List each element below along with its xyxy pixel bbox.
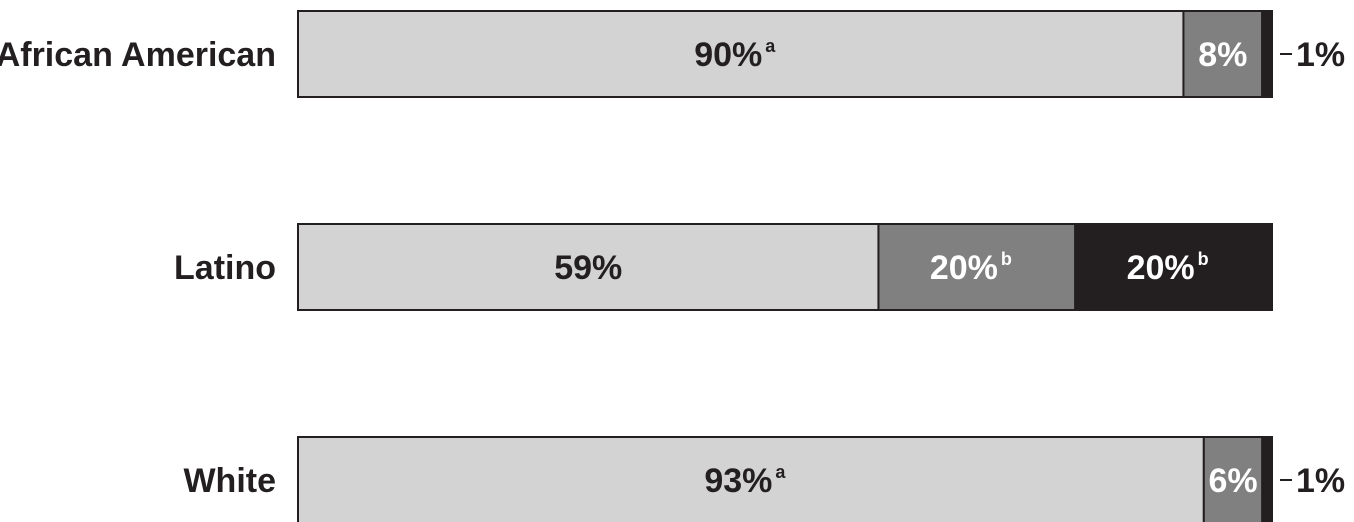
data-label-value: 8% — [1198, 36, 1247, 74]
data-label-superscript: a — [775, 462, 786, 482]
data-label-value: 20% — [1127, 249, 1195, 287]
bar-row: Latino 59% 20% b 20% b — [174, 223, 1273, 311]
bar-segment — [1261, 10, 1274, 98]
data-label-value: 93% — [704, 462, 772, 500]
bar-frame — [297, 436, 1273, 522]
data-label: 90% a — [694, 36, 776, 74]
bar-row: White 93% a 6% 1% — [183, 436, 1345, 522]
bar-segment — [297, 10, 1185, 98]
data-label-value: 1% — [1296, 462, 1345, 500]
bar-segment — [1202, 436, 1264, 522]
category-label: African American — [0, 36, 276, 74]
data-label: 1% — [1296, 462, 1345, 500]
data-label: 6% — [1208, 462, 1257, 500]
data-label: 93% a — [704, 462, 786, 500]
data-label: 8% — [1198, 36, 1247, 74]
category-label: Latino — [174, 249, 276, 287]
data-label: 20% b — [930, 249, 1012, 287]
data-label: 1% — [1296, 36, 1345, 74]
data-label-value: 6% — [1208, 462, 1257, 500]
bar-row: African American 90% a 8% 1% — [0, 10, 1345, 98]
data-label-value: 20% — [930, 249, 998, 287]
data-label-superscript: a — [765, 36, 776, 56]
data-label: 59% — [554, 249, 622, 287]
bar-segment — [1261, 436, 1274, 522]
data-label: 20% b — [1127, 249, 1209, 287]
bar-frame — [297, 223, 1273, 311]
category-label: White — [183, 462, 276, 500]
data-label-superscript: b — [1001, 249, 1012, 269]
bar-frame — [297, 10, 1273, 98]
data-label-value: 59% — [554, 249, 622, 287]
data-label-superscript: b — [1198, 249, 1209, 269]
chart-rows: African American 90% a 8% 1%Latino 59% 20% b 20%… — [0, 10, 1345, 522]
data-label-value: 90% — [694, 36, 762, 74]
data-label-value: 1% — [1296, 36, 1345, 74]
